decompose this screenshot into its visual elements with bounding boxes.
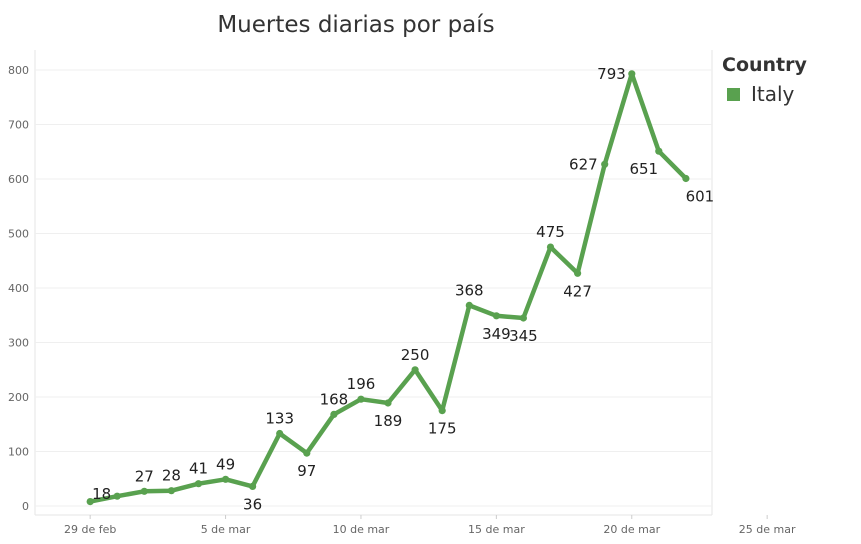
chart-title: Muertes diarias por país: [217, 12, 494, 38]
data-label: 475: [536, 223, 565, 241]
data-label: 133: [265, 410, 294, 428]
data-point: [222, 475, 230, 483]
data-point: [113, 492, 121, 500]
y-tick-label: 800: [8, 64, 29, 77]
data-point: [330, 410, 338, 418]
data-point: [276, 429, 284, 438]
data-point: [519, 314, 528, 322]
data-label: 793: [597, 65, 626, 83]
data-point: [655, 147, 663, 155]
legend-swatch: [727, 87, 740, 101]
data-point: [86, 498, 94, 506]
y-tick-label: 0: [22, 500, 29, 513]
x-axis: 29 de feb 5 de mar 10 de mar 15 de mar 20 de…: [64, 515, 796, 536]
y-tick-label: 500: [8, 228, 29, 241]
data-point: [601, 160, 609, 168]
data-point: [682, 174, 690, 183]
data-label: 18: [92, 485, 111, 503]
data-point: [438, 407, 446, 415]
data-label: 36: [243, 495, 262, 513]
x-tick-label: 29 de feb: [64, 523, 116, 536]
x-tick-label: 5 de mar: [201, 523, 251, 536]
data-label: 175: [428, 420, 457, 438]
x-tick-label: 15 de mar: [468, 523, 525, 536]
data-label: 349: [482, 325, 511, 343]
data-label: 368: [455, 281, 484, 299]
x-tick-label: 10 de mar: [333, 523, 390, 536]
y-tick-label: 600: [8, 173, 29, 186]
data-label: 651: [629, 160, 658, 178]
data-point: [465, 301, 473, 309]
data-point: [411, 366, 419, 374]
x-tick-label: 25 de mar: [739, 523, 796, 536]
data-points: [86, 70, 690, 506]
y-tick-label: 400: [8, 282, 29, 295]
data-point: [546, 243, 555, 251]
data-label: 27: [135, 467, 154, 485]
data-label: 28: [162, 467, 181, 485]
legend-title: Country: [722, 54, 807, 76]
grid: [34, 50, 713, 516]
y-tick-label: 700: [8, 119, 29, 132]
data-label: 41: [189, 460, 208, 478]
data-point: [167, 487, 175, 495]
legend-item-italy[interactable]: Italy: [727, 82, 794, 106]
data-point: [249, 482, 257, 490]
data-point: [574, 269, 582, 277]
data-point: [384, 399, 392, 407]
y-axis: 0 100 200 300 400 500 600 700 800: [8, 64, 29, 513]
data-label: 627: [569, 155, 598, 173]
data-label: 427: [563, 282, 592, 300]
y-tick-label: 200: [8, 391, 29, 404]
data-label: 97: [297, 462, 316, 480]
legend-label: Italy: [751, 82, 795, 106]
data-point: [194, 480, 203, 488]
data-label: 189: [374, 412, 403, 430]
data-label: 601: [686, 188, 715, 206]
y-tick-label: 100: [8, 446, 29, 459]
data-label: 49: [216, 455, 235, 473]
data-point: [357, 395, 365, 403]
data-point: [492, 312, 500, 320]
data-point: [140, 487, 148, 495]
data-label: 345: [509, 327, 538, 345]
data-label: 250: [401, 346, 430, 364]
data-label: 168: [320, 390, 349, 408]
data-label: 196: [347, 375, 376, 393]
x-tick-label: 20 de mar: [603, 523, 660, 536]
data-point: [628, 70, 636, 78]
data-point: [303, 449, 311, 457]
y-tick-label: 300: [8, 337, 29, 350]
